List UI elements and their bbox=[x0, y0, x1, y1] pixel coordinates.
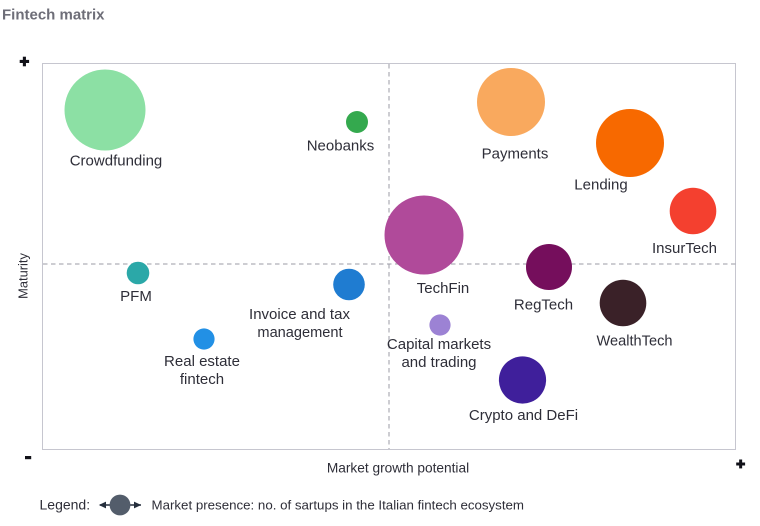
svg-text:Fintech matrix: Fintech matrix bbox=[2, 6, 105, 23]
svg-text:fintech: fintech bbox=[180, 371, 224, 388]
svg-text:Legend:: Legend: bbox=[40, 497, 91, 513]
svg-text:Lending: Lending bbox=[574, 177, 627, 194]
svg-text:Neobanks: Neobanks bbox=[307, 138, 375, 155]
svg-text:Crowdfunding: Crowdfunding bbox=[70, 153, 163, 170]
svg-text:TechFin: TechFin bbox=[417, 280, 470, 297]
svg-text:Payments: Payments bbox=[482, 146, 549, 163]
svg-text:Invoice and tax: Invoice and tax bbox=[249, 306, 350, 323]
svg-text:management: management bbox=[257, 325, 342, 341]
svg-text:PFM: PFM bbox=[120, 288, 152, 305]
svg-text:WealthTech: WealthTech bbox=[597, 334, 673, 350]
svg-text:Maturity: Maturity bbox=[15, 253, 30, 299]
svg-text:Real estate: Real estate bbox=[164, 353, 240, 370]
svg-text:InsurTech: InsurTech bbox=[652, 240, 717, 257]
svg-text:Capital markets: Capital markets bbox=[387, 336, 491, 353]
svg-text:Crypto and DeFi: Crypto and DeFi bbox=[469, 407, 578, 424]
svg-text:RegTech: RegTech bbox=[514, 297, 573, 314]
svg-text:Market presence: no. of sartup: Market presence: no. of sartups in the I… bbox=[152, 498, 525, 513]
svg-text:and trading: and trading bbox=[401, 354, 476, 371]
svg-text:Market growth potential: Market growth potential bbox=[327, 461, 469, 476]
